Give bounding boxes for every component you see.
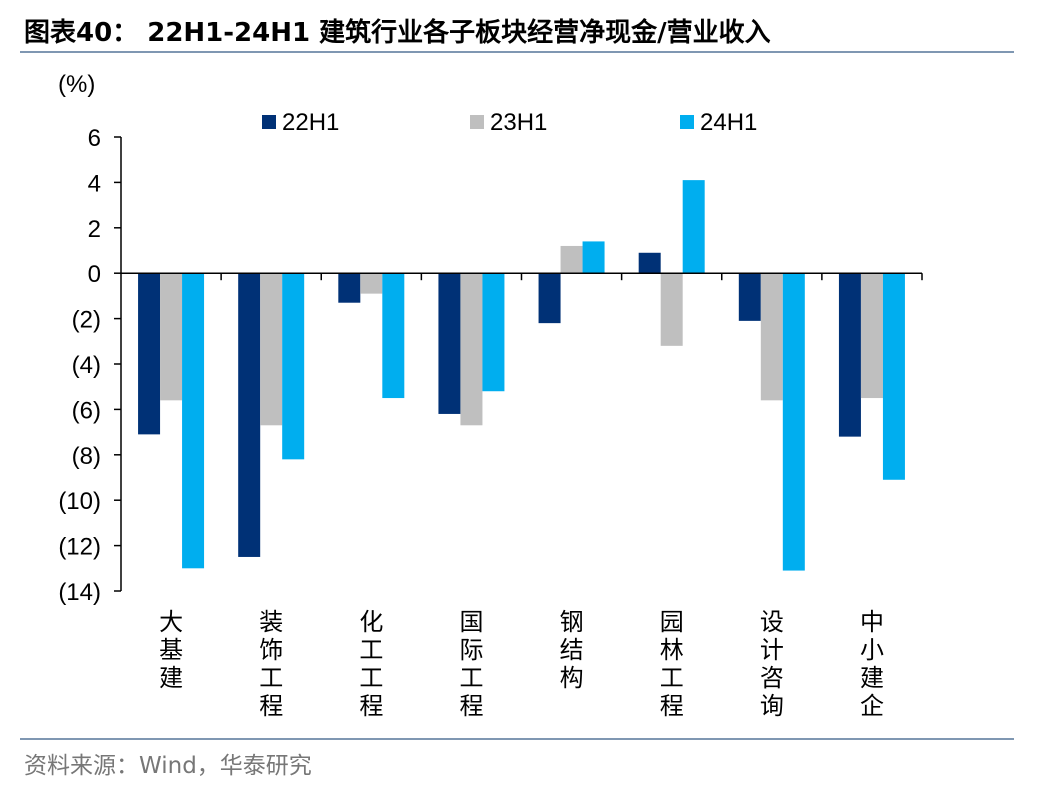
bar-24H1-2: [282, 273, 305, 460]
top-divider: [20, 51, 1014, 53]
source-note: 资料来源：Wind，华泰研究: [24, 753, 312, 779]
bar-22H1-2: [238, 273, 261, 557]
bar-23H1-7: [760, 273, 783, 401]
zero-baseline: [121, 272, 923, 281]
y-tick-label: 4: [88, 170, 101, 197]
bar-24H1-7: [782, 273, 805, 571]
x-category-label: 大基建: [159, 608, 183, 692]
x-category-label: 钢结构: [560, 608, 584, 692]
bar-24H1-6: [682, 180, 705, 274]
legend-swatch-23H1: [470, 115, 484, 129]
bar-23H1-2: [260, 273, 283, 426]
y-tick-label: 2: [88, 216, 101, 243]
bar-24H1-4: [482, 273, 505, 392]
bar-22H1-7: [738, 273, 761, 321]
bar-23H1-3: [360, 273, 383, 294]
y-tick-label: (12): [58, 534, 101, 561]
y-tick-label: (4): [72, 352, 101, 379]
x-category-label: 设计咨询: [760, 608, 784, 720]
legend: 22H1 23H1 24H1: [262, 109, 757, 136]
bar-23H1-8: [860, 273, 883, 399]
bar-24H1-5: [582, 241, 605, 274]
bar-23H1-6: [660, 273, 683, 346]
bars: [138, 180, 905, 571]
bar-22H1-1: [138, 273, 161, 435]
bar-24H1-1: [182, 273, 205, 569]
legend-swatch-22H1: [262, 115, 276, 129]
chart-title: 图表40： 22H1-24H1 建筑行业各子板块经营净现金/营业收入: [24, 18, 771, 48]
legend-label-22H1: 22H1: [282, 109, 339, 136]
bar-22H1-4: [438, 273, 461, 414]
bar-24H1-8: [882, 273, 905, 480]
x-axis-category-labels: 大基建 装饰工程 化工工程 国际工程 钢结构 园林工程 设计咨询 中小建企: [159, 608, 884, 720]
legend-swatch-24H1: [680, 115, 694, 129]
legend-label-23H1: 23H1: [490, 109, 547, 136]
y-tick-label: 6: [88, 125, 101, 152]
y-axis: 6 4 2 0 (2) (4) (6) (8) (10) (12) (14): [58, 125, 122, 606]
x-category-label: 装饰工程: [259, 608, 283, 720]
x-category-label: 化工工程: [359, 608, 383, 720]
bar-22H1-6: [638, 252, 661, 274]
y-tick-label: (2): [72, 307, 101, 334]
y-axis-unit-label: (%): [58, 71, 95, 98]
y-tick-label: (6): [72, 397, 101, 424]
bar-24H1-3: [382, 273, 405, 399]
bar-23H1-1: [160, 273, 183, 401]
y-tick-label: (10): [58, 488, 101, 515]
bar-22H1-5: [538, 273, 561, 324]
bar-22H1-3: [338, 273, 361, 303]
x-category-label: 国际工程: [459, 608, 483, 720]
x-category-label: 中小建企: [860, 608, 884, 720]
y-tick-label: (14): [58, 579, 101, 606]
x-category-label: 园林工程: [660, 608, 684, 720]
bar-23H1-4: [460, 273, 483, 426]
legend-label-24H1: 24H1: [700, 109, 757, 136]
y-tick-label: 0: [88, 261, 101, 288]
y-tick-label: (8): [72, 443, 101, 470]
bottom-divider: [20, 738, 1014, 740]
bar-23H1-5: [560, 245, 583, 274]
bar-22H1-8: [838, 273, 861, 437]
